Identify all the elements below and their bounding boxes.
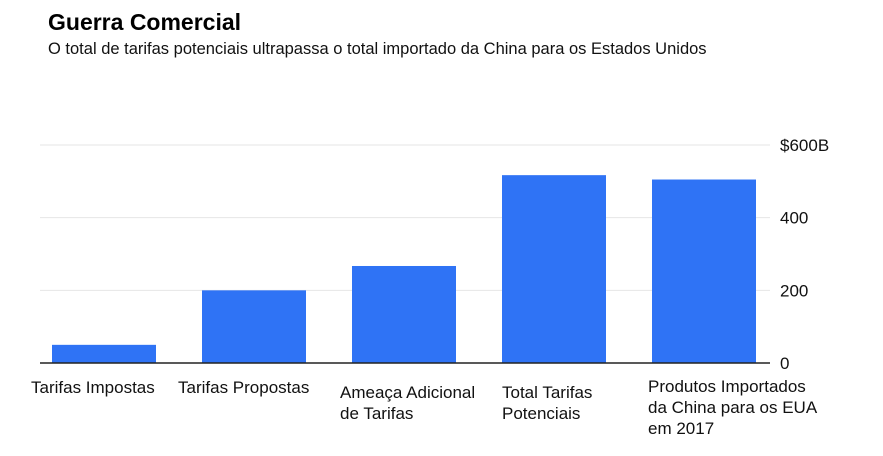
x-tick-label-line: Tarifas Propostas: [178, 378, 310, 397]
x-tick-label-line: Potenciais: [502, 404, 581, 423]
x-tick-label: Total Tarifas Potenciais: [502, 382, 592, 424]
y-tick-label: 200: [780, 281, 808, 300]
x-tick-label-line: Tarifas Impostas: [31, 378, 155, 397]
x-tick-label-line: da China para os EUA: [648, 398, 818, 417]
bar: [52, 344, 156, 363]
x-tick-label: Tarifas Propostas: [178, 377, 309, 398]
y-tick-label: 0: [780, 354, 789, 373]
x-tick-label: Ameaça Adicional de Tarifas: [340, 382, 475, 424]
x-tick-label: Produtos Importados da China para os EUA e…: [648, 376, 817, 439]
y-tick-label: 400: [780, 209, 808, 228]
bar: [502, 175, 606, 363]
bar: [352, 265, 456, 363]
x-tick-label: Tarifas Impostas: [31, 377, 155, 398]
x-tick-label-line: em 2017: [648, 419, 715, 438]
bar: [652, 179, 756, 363]
x-tick-label-line: Total Tarifas: [502, 383, 593, 402]
x-tick-label-line: Ameaça Adicional: [340, 383, 476, 402]
chart-subtitle: O total de tarifas potenciais ultrapassa…: [48, 40, 707, 58]
bar: [202, 290, 306, 363]
x-tick-label-line: Produtos Importados: [648, 377, 806, 396]
y-tick-label: $600B: [780, 136, 829, 155]
chart-title: Guerra Comercial: [48, 9, 242, 35]
x-tick-label-line: de Tarifas: [340, 404, 414, 423]
